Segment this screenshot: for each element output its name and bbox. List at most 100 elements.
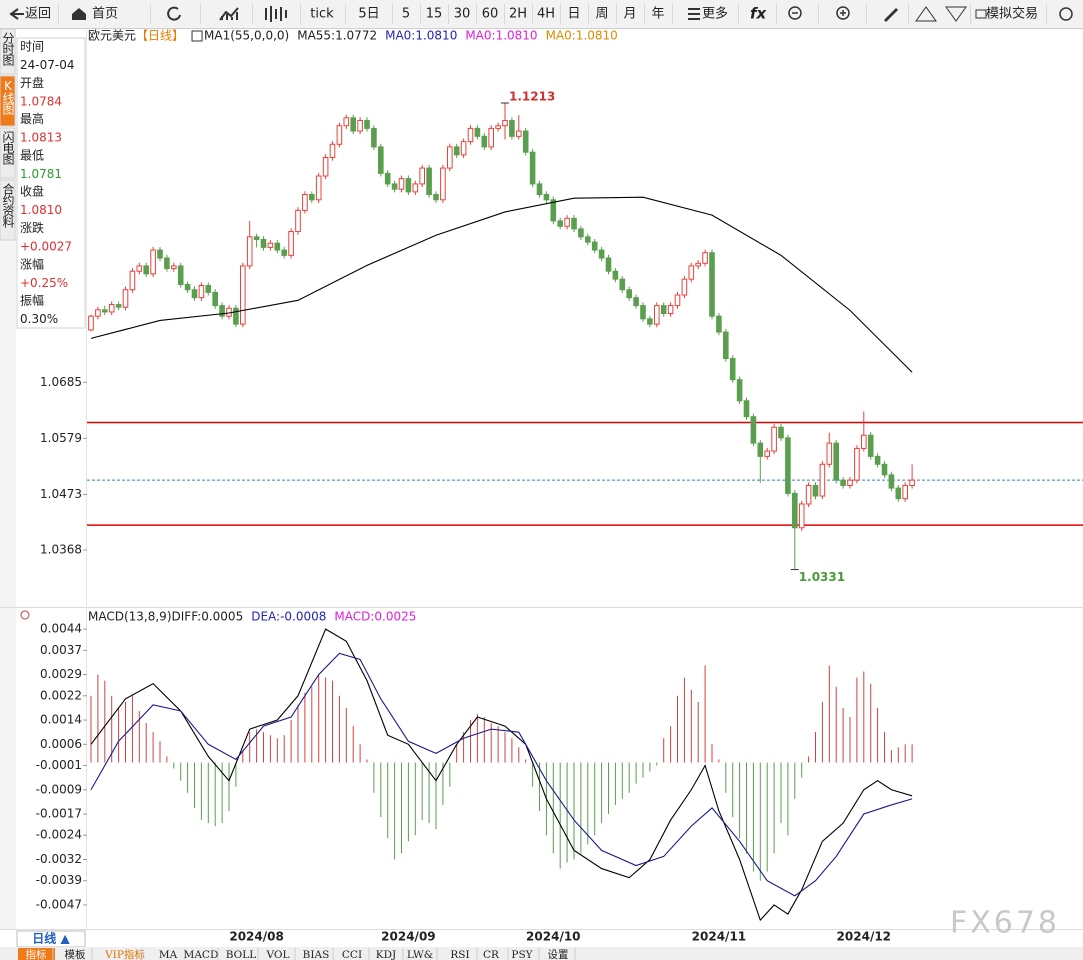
bottom-tab[interactable]: 指标	[26, 948, 47, 960]
candle-body	[743, 400, 750, 418]
zoom-in-icon[interactable]	[836, 6, 850, 20]
info-value: 1.0781	[20, 167, 62, 181]
candle-body	[709, 252, 715, 317]
diff-line	[90, 628, 913, 922]
candle-body	[357, 119, 363, 132]
candle-body	[529, 151, 536, 185]
candle-body	[302, 194, 308, 211]
bottom-tab[interactable]: LW&	[407, 949, 433, 960]
bottom-tab[interactable]: 设置	[548, 949, 569, 960]
toolbar-button[interactable]: 2H	[509, 7, 527, 22]
toolbar-button[interactable]: 模拟交易	[986, 6, 1038, 22]
toolbar-button[interactable]: 4H	[537, 7, 555, 22]
bottom-tab[interactable]: CCI	[342, 949, 362, 960]
candle-body	[136, 265, 143, 272]
bottom-tab[interactable]: MACD	[184, 949, 219, 960]
toolbar-button[interactable]: 15	[426, 7, 443, 22]
toolbar-button[interactable]: 月	[623, 7, 636, 22]
side-tab[interactable]: 分时图	[1, 32, 15, 66]
candle-body	[598, 249, 605, 259]
y-tick-label: 0.0037	[40, 643, 82, 657]
y-tick-label: 0.0006	[40, 737, 82, 751]
side-tab-box[interactable]	[0, 75, 16, 127]
fx-icon[interactable]: fx	[750, 5, 768, 23]
bottom-tab[interactable]: VIP指标	[104, 948, 145, 960]
period-button[interactable]: 日线 ▲	[32, 931, 70, 946]
toolbar-button[interactable]: 30	[454, 7, 471, 22]
y-tick-label: 1.0579	[40, 431, 82, 445]
gear-icon[interactable]	[20, 610, 30, 620]
toolbar-button[interactable]: 60	[482, 7, 499, 22]
side-tab-box[interactable]	[0, 179, 16, 241]
candle-body	[184, 283, 191, 291]
toolbar-button[interactable]: 5日	[358, 7, 379, 22]
candle-body	[384, 172, 391, 185]
chart-icon[interactable]	[219, 7, 239, 21]
side-tab-box[interactable]	[0, 28, 16, 75]
bottom-tab-active[interactable]	[18, 948, 55, 960]
legend-icon	[191, 30, 203, 42]
candle-body	[881, 463, 888, 476]
refresh-icon[interactable]	[167, 6, 181, 21]
info-value: 1.0784	[20, 94, 62, 108]
bottom-tab[interactable]: 模板	[65, 948, 86, 960]
candle-body	[122, 289, 129, 308]
bottom-tab[interactable]: CR	[483, 949, 500, 960]
pen-icon[interactable]	[884, 8, 898, 22]
candle-body	[640, 305, 646, 320]
candle-body	[143, 265, 149, 275]
bottom-tab[interactable]: BIAS	[303, 949, 330, 960]
extra-icon[interactable]	[1059, 7, 1073, 21]
up-tri-icon[interactable]	[915, 6, 937, 22]
candle-body	[440, 167, 446, 201]
side-tab-box[interactable]	[0, 127, 16, 179]
y-tick-label: 0.0044	[40, 622, 82, 636]
candle-body	[433, 194, 439, 201]
candle-body	[729, 357, 736, 381]
bottom-tab[interactable]: PSY	[511, 949, 533, 960]
toolbar-button[interactable]: tick	[310, 7, 334, 22]
bottom-tab[interactable]: BOLL	[226, 949, 256, 960]
legend-entry: MA1(55,0,0,0)	[204, 29, 289, 43]
candle-body	[88, 315, 94, 331]
info-label: 时间	[20, 40, 44, 54]
y-tick-label: -0.0009	[36, 782, 82, 796]
toolbar-button[interactable]: 首页	[92, 7, 118, 22]
candle-body	[792, 492, 798, 529]
toolbar-button[interactable]: 返回	[25, 7, 51, 22]
bottom-tab[interactable]: RSI	[450, 949, 469, 960]
candle-body	[805, 484, 812, 505]
legend-entry: MACD(13,8,9)	[88, 610, 172, 624]
info-value: 24-07-04	[20, 58, 74, 72]
toolbar-button[interactable]: 周	[595, 7, 608, 22]
candle-body	[550, 199, 557, 222]
candle-body	[702, 252, 708, 264]
legend-entry: MA55:1.0772	[297, 29, 377, 43]
bottom-tab[interactable]: KDJ	[376, 949, 396, 960]
candle-body	[315, 175, 322, 201]
toolbar-button[interactable]: 年	[651, 7, 664, 22]
toolbar-button[interactable]: 日	[567, 7, 580, 22]
info-label: 振幅	[20, 293, 44, 308]
toolbar-button[interactable]: 5	[402, 7, 410, 22]
candle-body	[453, 146, 460, 156]
side-tab[interactable]: 合约资料	[1, 182, 15, 228]
side-tab[interactable]: 闪电图	[1, 131, 15, 165]
candle-body	[585, 236, 591, 243]
down-tri-icon[interactable]	[945, 6, 967, 22]
y-tick-label: -0.0024	[36, 828, 82, 842]
x-tick-label: 2024/11	[692, 930, 746, 944]
candle-body	[295, 209, 301, 233]
bottom-tab[interactable]: MA	[159, 949, 178, 960]
candle-body	[191, 289, 198, 299]
x-tick-label: 2024/09	[381, 930, 435, 944]
toolbar-button[interactable]: 更多	[702, 6, 728, 22]
candle-icon[interactable]	[265, 6, 287, 22]
candle-body	[467, 127, 474, 143]
candle-body	[557, 220, 564, 227]
candle-body	[481, 135, 488, 148]
zoom-out-icon[interactable]	[788, 6, 802, 20]
y-tick-label: -0.0047	[36, 897, 82, 911]
side-tab[interactable]: K线图	[1, 79, 15, 115]
bottom-tab[interactable]: VOL	[266, 949, 290, 960]
